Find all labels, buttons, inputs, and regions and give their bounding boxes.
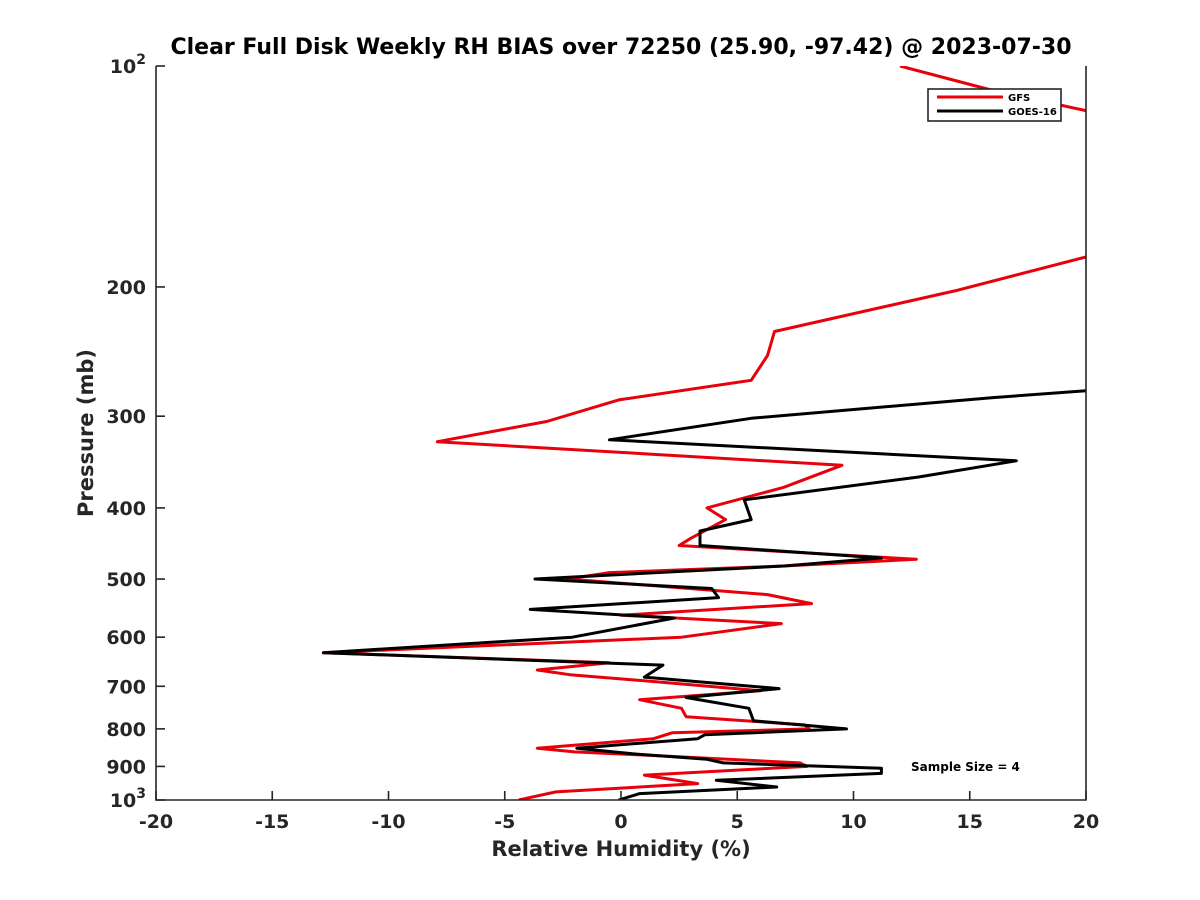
series-line-gfs: [321, 255, 1086, 800]
legend-label-goes16: GOES-16: [1008, 107, 1057, 118]
legend: GFS GOES-16: [927, 88, 1062, 122]
x-tick-label: 0: [614, 811, 627, 833]
chart-title: Clear Full Disk Weekly RH BIAS over 7225…: [170, 35, 1071, 60]
x-tick-label: 5: [731, 811, 744, 833]
legend-box: [927, 88, 1062, 122]
x-axis: -20 -15 -10 -5 0 5 10 15 20: [139, 791, 1099, 833]
sample-size-annotation: Sample Size = 4: [911, 760, 1020, 774]
y-tick-label: 600: [106, 627, 146, 649]
y-tick-label: 900: [106, 756, 146, 778]
y-tick-label: 800: [106, 719, 146, 741]
legend-label-gfs: GFS: [1008, 93, 1030, 104]
y-tick-label: 500: [106, 569, 146, 591]
x-axis-label: Relative Humidity (%): [491, 837, 750, 861]
x-tick-label: 20: [1073, 811, 1099, 833]
x-tick-label: -5: [494, 811, 515, 833]
x-tick-label: 10: [840, 811, 866, 833]
y-tick-label: 102: [110, 52, 146, 78]
y-tick-label: 103: [110, 786, 146, 812]
x-tick-label: -10: [371, 811, 405, 833]
x-tick-label: -15: [255, 811, 289, 833]
series-line-goes16: [321, 389, 1086, 800]
x-tick-label: 15: [957, 811, 983, 833]
axes-box: [155, 66, 1087, 801]
y-axis-label: Pressure (mb): [74, 349, 98, 517]
y-tick-label: 300: [106, 406, 146, 428]
y-tick-label: 700: [106, 676, 146, 698]
series-layer: [321, 66, 1086, 800]
y-tick-label: 400: [106, 498, 146, 520]
x-tick-label: -20: [139, 811, 173, 833]
y-axis: 102 200 300 400 500 600 700 800 900 103: [106, 52, 165, 812]
y-tick-label: 200: [106, 277, 146, 299]
plot-area: [155, 66, 1087, 801]
